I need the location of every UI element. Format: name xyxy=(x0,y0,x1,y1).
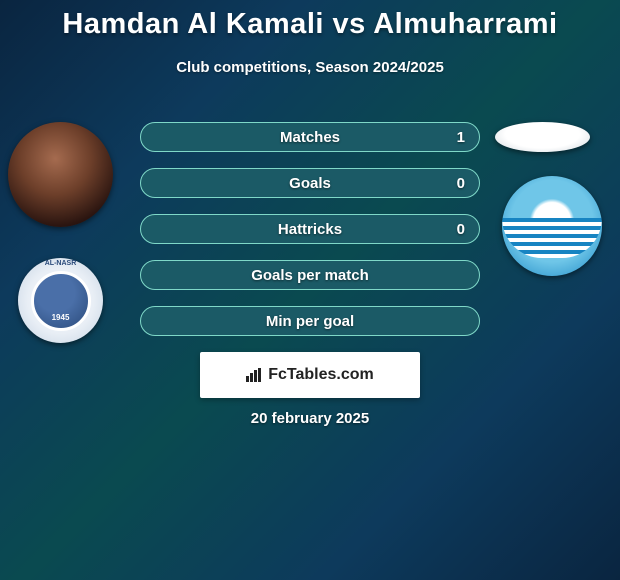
stat-right-value: 1 xyxy=(457,129,465,146)
stat-right-value: 0 xyxy=(457,221,465,238)
stat-row: Matches 1 xyxy=(140,122,480,152)
club1-year: 1945 xyxy=(34,313,88,322)
club1-name: AL-NASR xyxy=(34,260,88,267)
player1-avatar xyxy=(8,122,113,227)
stat-label: Goals per match xyxy=(141,267,479,284)
player2-avatar xyxy=(495,122,590,152)
stat-label: Goals xyxy=(141,175,479,192)
stats-table: Matches 1 Goals 0 Hattricks 0 Goals per … xyxy=(140,122,480,352)
page-subtitle: Club competitions, Season 2024/2025 xyxy=(0,59,620,76)
stat-label: Min per goal xyxy=(141,313,479,330)
stat-row: Min per goal xyxy=(140,306,480,336)
barchart-icon xyxy=(246,368,262,382)
stat-right-value: 0 xyxy=(457,175,465,192)
page-title: Hamdan Al Kamali vs Almuharrami xyxy=(0,0,620,41)
stat-label: Matches xyxy=(141,129,479,146)
stat-row: Hattricks 0 xyxy=(140,214,480,244)
source-name: FcTables.com xyxy=(268,366,374,384)
footer-date: 20 february 2025 xyxy=(0,410,620,427)
stat-row: Goals 0 xyxy=(140,168,480,198)
source-logo: FcTables.com xyxy=(200,352,420,398)
comparison-infographic: Hamdan Al Kamali vs Almuharrami Club com… xyxy=(0,0,620,580)
player2-club-badge xyxy=(502,176,602,276)
player1-club-badge: AL-NASR 1945 xyxy=(18,258,103,343)
stat-row: Goals per match xyxy=(140,260,480,290)
stat-label: Hattricks xyxy=(141,221,479,238)
